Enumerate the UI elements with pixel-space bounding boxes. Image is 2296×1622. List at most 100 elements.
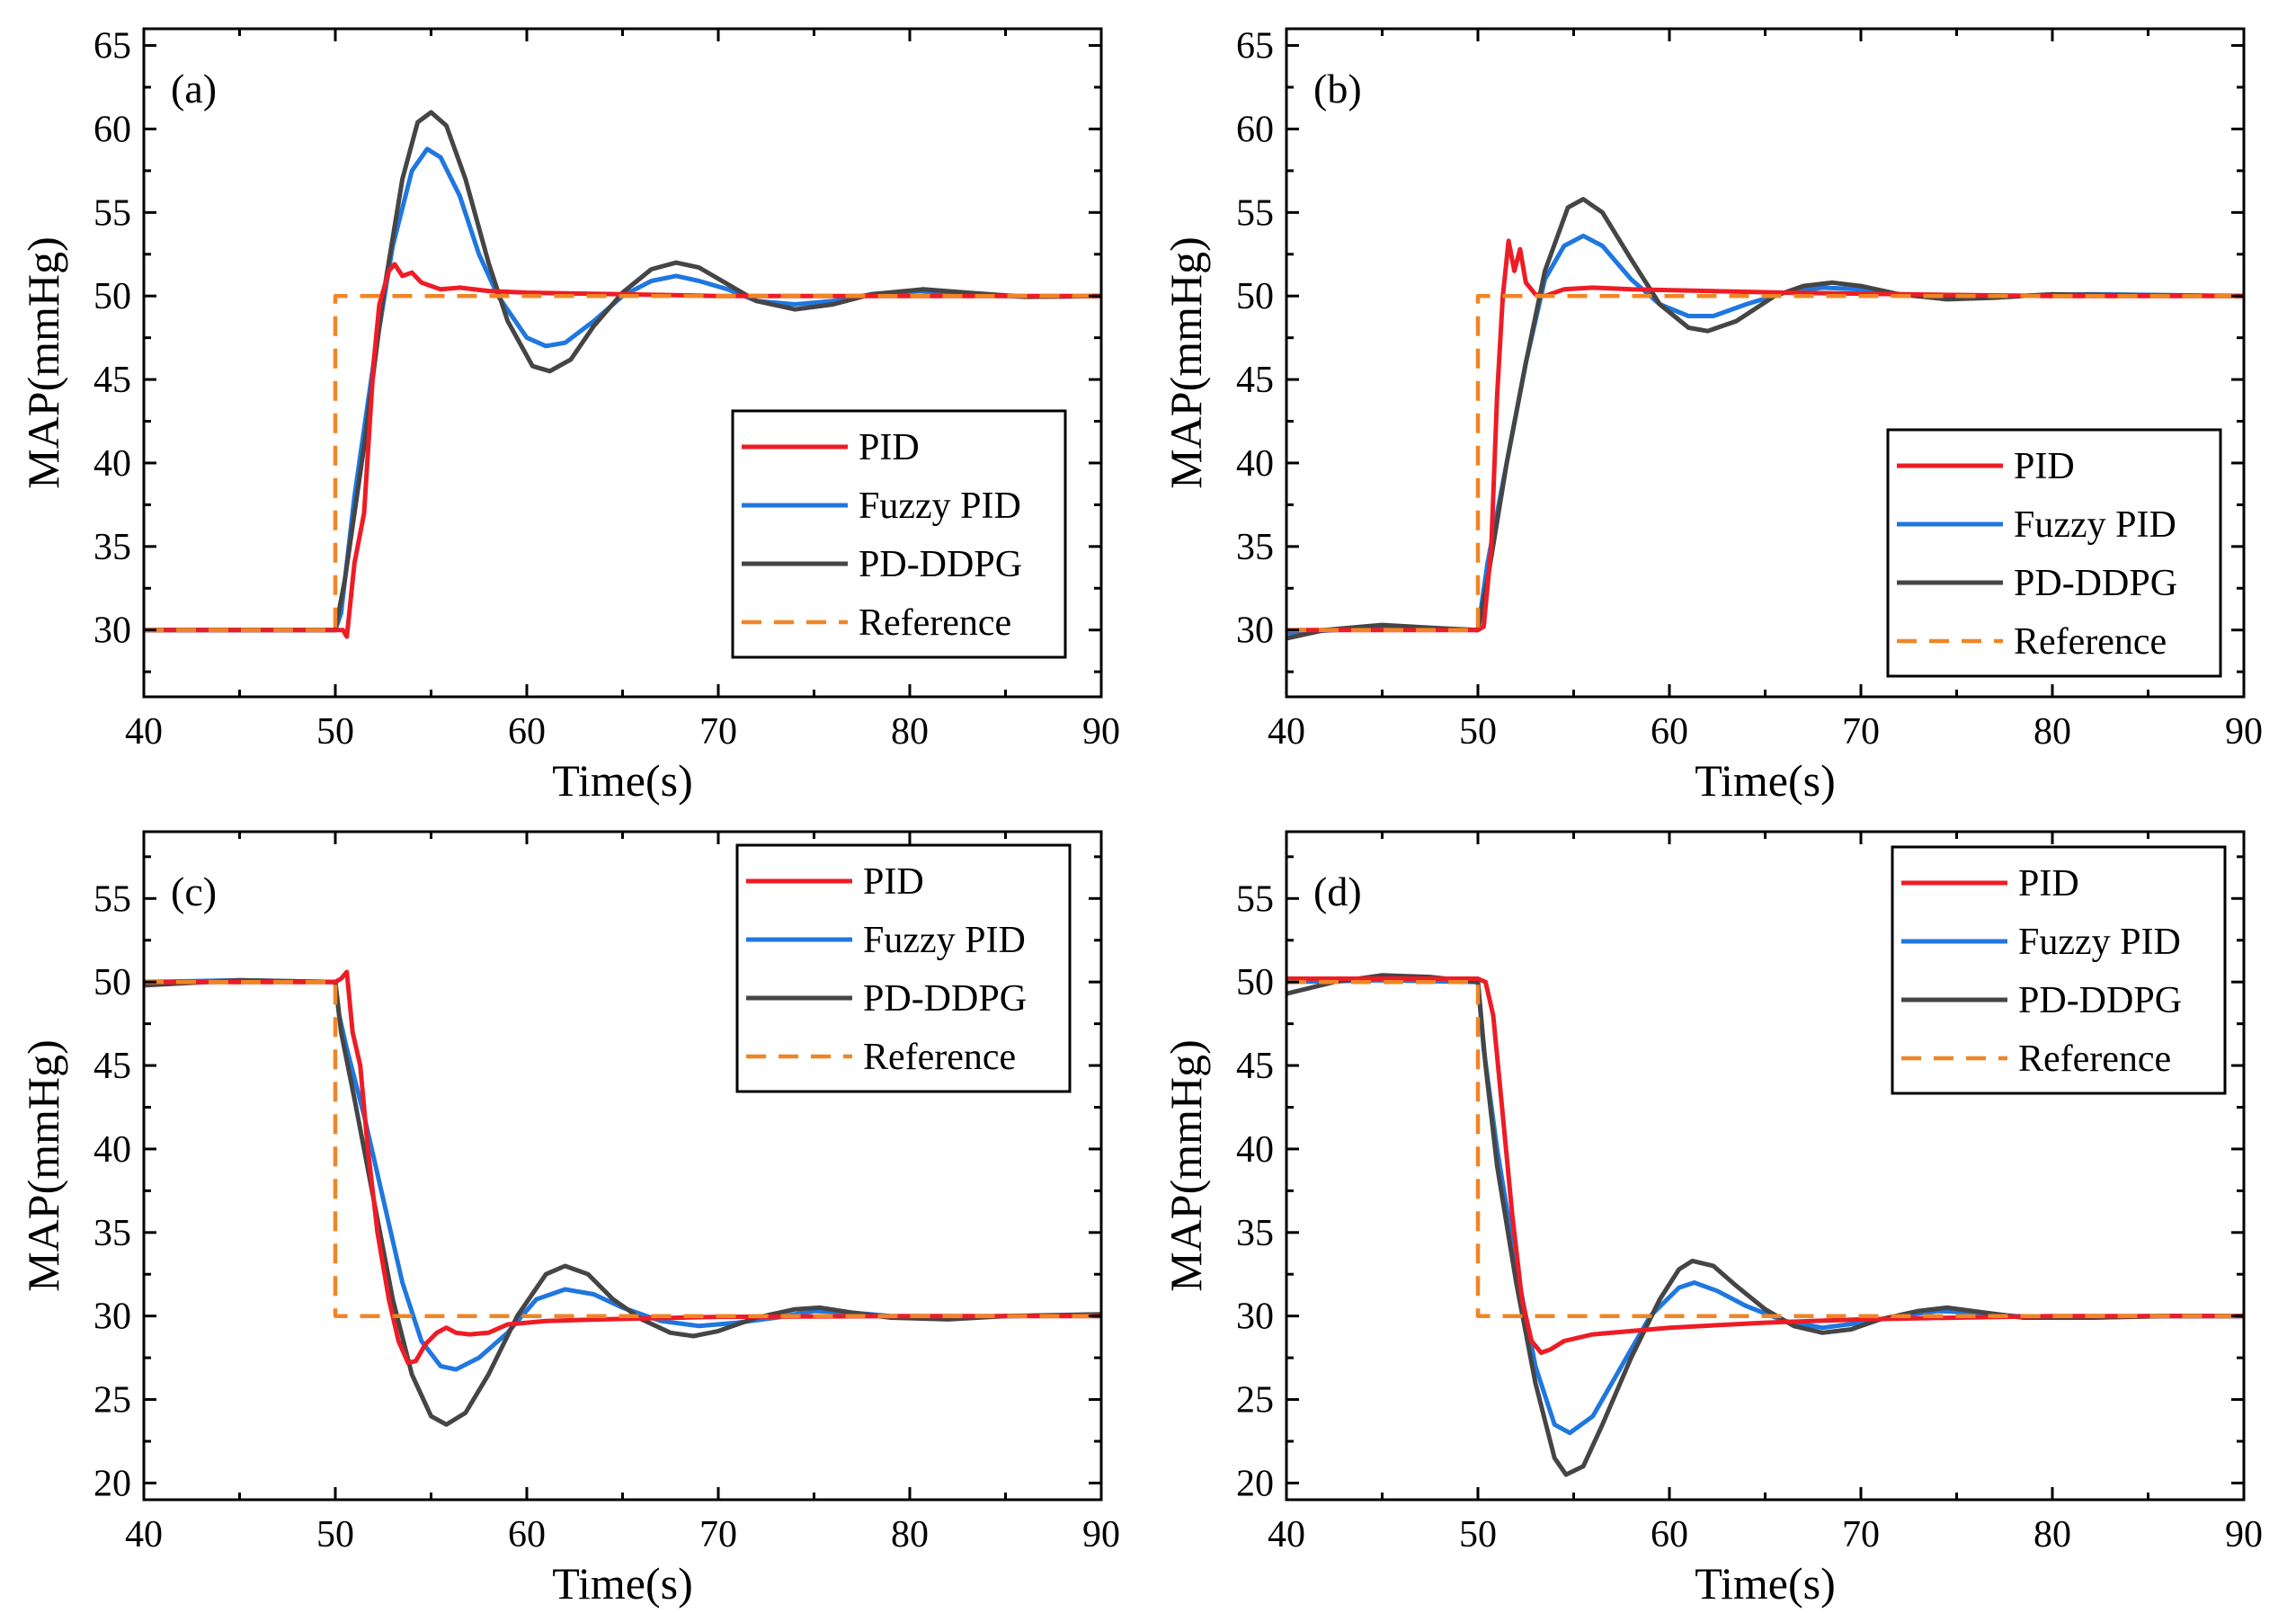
x-tick-label: 40 — [125, 1514, 163, 1555]
legend: PID Fuzzy PID PD-DDPG Reference — [735, 843, 1072, 1093]
y-tick-label: 30 — [93, 1297, 131, 1338]
y-tick-label: 45 — [93, 1046, 131, 1087]
series-line-pd-ddpg — [144, 110, 1101, 633]
x-tick-label: 40 — [1268, 1514, 1305, 1555]
series-line-reference — [1286, 979, 2244, 1318]
x-tick-label: 70 — [1842, 711, 1880, 753]
y-tick-label: 30 — [1236, 1297, 1274, 1338]
legend-box — [731, 409, 1067, 659]
x-axis-title: Time(s) — [552, 755, 693, 806]
x-tick-label: 60 — [508, 1514, 546, 1555]
panel-label: (d) — [1313, 869, 1362, 914]
legend: PID Fuzzy PID PD-DDPG Reference — [1891, 845, 2227, 1095]
chart-panel-d: 40 50 60 70 80 90 20 25 30 35 40 45 50 55 Time(s) MAP(m… — [1161, 830, 2263, 1609]
legend: PID Fuzzy PID PD-DDPG Reference — [1886, 428, 2222, 678]
x-tick-label: 70 — [1842, 1514, 1880, 1555]
panel-label: (b) — [1313, 66, 1362, 111]
x-tick-label: 80 — [2033, 1514, 2071, 1555]
x-tick-label: 60 — [508, 711, 546, 753]
legend-box — [735, 843, 1072, 1093]
series-line-reference — [144, 293, 1101, 632]
x-tick-label: 60 — [1651, 711, 1688, 753]
legend-label: PD-DDPG — [2018, 980, 2182, 1021]
legend-label: Reference — [863, 1037, 1016, 1078]
y-tick-label: 30 — [93, 610, 131, 652]
y-tick-label: 65 — [1236, 26, 1274, 67]
x-tick-label: 50 — [1459, 711, 1497, 753]
y-tick-label: 35 — [1236, 527, 1274, 568]
series-line-reference — [144, 979, 1101, 1318]
y-axis-title: MAP(mmHg) — [18, 236, 68, 489]
legend-label: Reference — [859, 602, 1011, 644]
legend-label: PID — [2014, 446, 2075, 487]
x-tick-label: 60 — [1651, 1514, 1688, 1555]
legend-label: PD-DDPG — [2014, 563, 2177, 604]
y-tick-label: 50 — [1236, 962, 1274, 1003]
y-tick-label: 60 — [1236, 109, 1274, 150]
x-tick-label: 40 — [1268, 711, 1305, 753]
x-tick-label: 50 — [316, 1514, 354, 1555]
series-line-pid — [144, 969, 1101, 1366]
x-axis-title: Time(s) — [1695, 755, 1836, 806]
legend: PID Fuzzy PID PD-DDPG Reference — [731, 409, 1067, 659]
legend-label: PID — [859, 427, 920, 468]
x-axis-title: Time(s) — [1695, 1558, 1836, 1609]
y-tick-label: 40 — [1236, 1129, 1274, 1171]
y-tick-label: 20 — [93, 1463, 131, 1504]
legend-label: Reference — [2014, 621, 2167, 663]
legend-label: Fuzzy PID — [2018, 922, 2181, 963]
x-tick-label: 70 — [699, 711, 737, 753]
series-line-pid — [1286, 976, 2244, 1355]
y-tick-label: 50 — [1236, 276, 1274, 317]
y-tick-label: 45 — [1236, 360, 1274, 401]
chart-panel-a: 40 50 60 70 80 90 30 35 40 45 50 55 60 65 Time(s) MAP(m… — [18, 26, 1120, 806]
legend-label: PD-DDPG — [863, 978, 1027, 1020]
y-tick-label: 55 — [1236, 192, 1274, 234]
y-tick-label: 55 — [1236, 878, 1274, 920]
y-tick-label: 35 — [1236, 1213, 1274, 1254]
y-tick-label: 45 — [93, 360, 131, 401]
legend-label: PID — [863, 861, 924, 903]
legend-label: Fuzzy PID — [2014, 504, 2176, 546]
legend-label: Fuzzy PID — [863, 920, 1026, 961]
series-line-pid — [144, 262, 1101, 639]
x-tick-label: 90 — [1082, 711, 1120, 753]
y-axis-title: MAP(mmHg) — [18, 1039, 68, 1292]
x-tick-label: 80 — [2033, 711, 2071, 753]
y-tick-label: 45 — [1236, 1046, 1274, 1087]
legend-box — [1886, 428, 2222, 678]
x-tick-label: 50 — [316, 711, 354, 753]
y-tick-label: 40 — [1236, 443, 1274, 485]
legend-label: Reference — [2018, 1038, 2171, 1080]
x-tick-label: 40 — [125, 711, 163, 753]
y-axis-title: MAP(mmHg) — [1161, 1039, 1211, 1292]
series-line-reference — [1286, 293, 2244, 632]
chart-panel-b: 40 50 60 70 80 90 30 35 40 45 50 55 60 65 Time(s) MAP(m… — [1161, 26, 2263, 806]
y-tick-label: 35 — [93, 1213, 131, 1254]
x-tick-label: 50 — [1459, 1514, 1497, 1555]
panel-label: (c) — [171, 869, 217, 914]
y-tick-label: 35 — [93, 527, 131, 568]
legend-label: PID — [2018, 863, 2079, 905]
y-tick-label: 20 — [1236, 1463, 1274, 1504]
legend-label: Fuzzy PID — [859, 486, 1021, 527]
y-axis-title: MAP(mmHg) — [1161, 236, 1211, 489]
y-tick-label: 55 — [93, 192, 131, 234]
chart-panel-c: 40 50 60 70 80 90 20 25 30 35 40 45 50 55 Time(s) MAP(m… — [18, 830, 1120, 1609]
legend-box — [1891, 845, 2227, 1095]
y-tick-label: 40 — [93, 1129, 131, 1171]
x-tick-label: 80 — [891, 1514, 929, 1555]
series-line-pd-ddpg — [144, 977, 1101, 1427]
y-tick-label: 50 — [93, 962, 131, 1003]
x-axis-title: Time(s) — [552, 1558, 693, 1609]
x-tick-label: 80 — [891, 711, 929, 753]
y-tick-label: 25 — [93, 1380, 131, 1421]
panel-label: (a) — [171, 66, 217, 111]
y-tick-label: 65 — [93, 26, 131, 67]
y-tick-label: 50 — [93, 276, 131, 317]
y-tick-label: 40 — [93, 443, 131, 485]
x-tick-label: 90 — [1082, 1514, 1120, 1555]
series-line-pid — [1286, 238, 2244, 633]
x-tick-label: 90 — [2225, 711, 2263, 753]
